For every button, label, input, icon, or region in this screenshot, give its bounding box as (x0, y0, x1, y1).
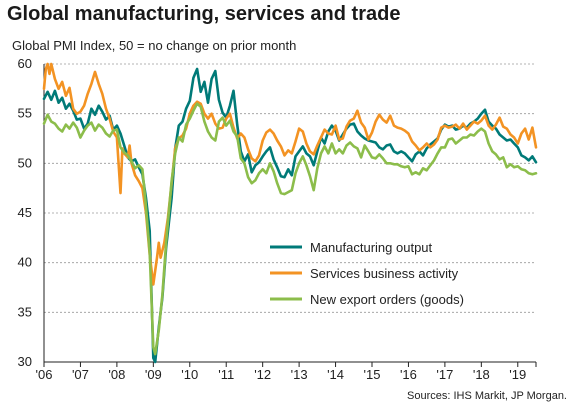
legend: Manufacturing output Services business ac… (270, 240, 464, 307)
legend-label: Services business activity (310, 266, 459, 281)
y-tick-label: 35 (18, 304, 32, 319)
series-line-1 (42, 67, 538, 364)
axes: 30 35 40 45 50 55 60 '06 '07 '08 '09 '10 '11 '12 '13 '1… (18, 56, 537, 382)
x-tick-label: '08 (108, 367, 125, 382)
x-tick-label: '11 (218, 367, 234, 382)
y-tick-label: 40 (18, 255, 32, 270)
x-tick-label: '12 (254, 367, 271, 382)
y-tick-label: 60 (18, 56, 32, 71)
x-tick-label: '09 (145, 367, 162, 382)
x-tick-label: '13 (291, 367, 308, 382)
x-tick-label: '19 (509, 367, 526, 382)
x-tick-label: '16 (400, 367, 417, 382)
y-tick-label: 55 (18, 106, 32, 121)
y-tick-label: 50 (18, 155, 32, 170)
x-tick-label: '17 (436, 367, 453, 382)
chart-title: Global manufacturing, services and trade (7, 3, 401, 25)
legend-label: Manufacturing output (310, 240, 433, 255)
grid-lines (44, 63, 536, 313)
x-tick-label: '07 (72, 367, 89, 382)
x-tick-label: '06 (36, 367, 53, 382)
x-tick-label: '14 (327, 367, 344, 382)
source-note: Sources: IHS Markit, JP Morgan. (407, 390, 567, 402)
series-lines (42, 62, 538, 364)
y-tick-label: 30 (18, 354, 32, 369)
chart-subtitle: Global PMI Index, 50 = no change on prio… (12, 38, 297, 53)
series-line-2 (42, 62, 538, 286)
x-tick-label: '10 (181, 367, 198, 382)
x-tick-label: '15 (364, 367, 381, 382)
series-line-3 (42, 102, 538, 356)
legend-label: New export orders (goods) (310, 292, 464, 307)
y-tick-label: 45 (18, 205, 32, 220)
x-tick-label: '18 (473, 367, 490, 382)
